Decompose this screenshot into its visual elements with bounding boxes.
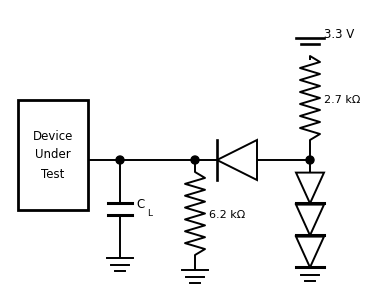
Polygon shape	[217, 140, 257, 180]
Bar	[18, 100, 88, 210]
Polygon shape	[296, 172, 324, 203]
Text: Device
Under
Test: Device Under Test	[33, 129, 73, 181]
Text: 3.3 V: 3.3 V	[324, 29, 354, 42]
Text: L: L	[147, 209, 152, 218]
Polygon shape	[296, 237, 324, 267]
Circle shape	[191, 156, 199, 164]
Circle shape	[306, 156, 314, 164]
Text: 2.7 kΩ: 2.7 kΩ	[324, 95, 361, 105]
Text: 6.2 kΩ: 6.2 kΩ	[209, 210, 245, 221]
Circle shape	[116, 156, 124, 164]
Text: C: C	[136, 198, 144, 212]
Polygon shape	[296, 205, 324, 235]
